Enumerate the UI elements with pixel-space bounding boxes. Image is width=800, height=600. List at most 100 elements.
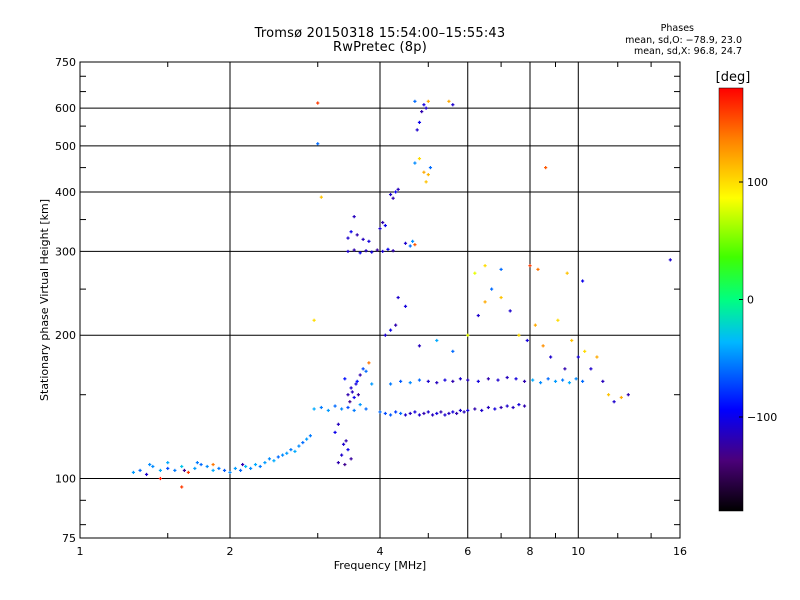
data-point — [386, 247, 390, 251]
data-point — [343, 462, 347, 467]
data-point — [241, 462, 245, 467]
data-point — [447, 411, 451, 416]
plot-frame — [79, 61, 681, 539]
data-point — [574, 377, 578, 381]
x-tick-label: 4 — [377, 545, 384, 558]
data-point — [417, 378, 422, 382]
data-point — [233, 466, 237, 471]
data-point — [333, 404, 337, 408]
data-point — [367, 239, 371, 243]
data-point — [435, 411, 439, 416]
data-point — [173, 468, 177, 473]
data-point — [426, 99, 430, 103]
data-point — [522, 404, 527, 408]
y-axis-label: Stationary phase Virtual Height [km] — [38, 199, 51, 401]
data-point — [455, 411, 459, 416]
data-point — [517, 402, 521, 407]
data-point — [473, 407, 477, 411]
data-point — [341, 442, 346, 446]
data-point — [565, 271, 569, 275]
data-point — [364, 407, 368, 411]
data-point — [422, 103, 426, 107]
y-tick-label: 200 — [55, 329, 76, 342]
data-point — [413, 410, 417, 414]
data-point — [205, 464, 209, 469]
data-point — [430, 413, 435, 417]
data-point — [462, 410, 466, 414]
y-tick-label: 300 — [55, 245, 76, 258]
data-point — [426, 173, 430, 177]
data-point — [316, 101, 320, 105]
data-point — [349, 457, 353, 461]
data-point — [388, 382, 393, 386]
data-point — [525, 338, 529, 343]
data-point — [381, 249, 385, 254]
data-point — [346, 448, 350, 452]
data-point — [408, 244, 412, 248]
data-point — [486, 405, 490, 410]
data-point — [144, 472, 149, 477]
data-point — [276, 455, 280, 459]
data-point — [158, 468, 163, 473]
data-point — [348, 400, 352, 404]
data-point — [413, 161, 417, 165]
data-point — [422, 170, 426, 174]
data-point — [195, 461, 199, 465]
data-point — [531, 378, 535, 382]
data-point — [451, 410, 455, 414]
data-point — [388, 413, 393, 417]
data-point — [180, 485, 184, 489]
data-point — [576, 355, 580, 359]
data-point — [301, 440, 305, 445]
data-point — [522, 379, 527, 383]
y-tick-label: 75 — [62, 532, 76, 545]
data-point — [517, 333, 521, 337]
data-point — [417, 157, 422, 161]
data-point — [253, 462, 258, 467]
data-point — [476, 379, 480, 383]
data-point — [451, 379, 455, 383]
data-point — [211, 468, 215, 473]
data-point — [528, 264, 532, 268]
data-point — [346, 405, 350, 410]
data-point — [180, 464, 184, 469]
x-tick-label: 16 — [673, 545, 687, 558]
x-axis-label: Frequency [MHz] — [334, 559, 426, 572]
data-point — [483, 300, 487, 304]
data-point — [391, 196, 395, 200]
data-point — [131, 470, 136, 475]
colorbar-tick-label: −100 — [747, 411, 777, 424]
x-tick-label: 8 — [527, 545, 534, 558]
data-point — [417, 413, 422, 417]
data-point — [612, 400, 616, 404]
data-point — [352, 395, 356, 400]
y-tick-label: 750 — [55, 56, 76, 69]
data-point — [244, 464, 248, 469]
data-point — [595, 355, 599, 359]
data-point — [420, 110, 424, 114]
data-point — [358, 402, 362, 407]
data-point — [381, 220, 385, 225]
data-point — [305, 437, 309, 441]
data-point — [399, 379, 403, 383]
data-point — [435, 381, 439, 385]
data-point — [151, 464, 155, 469]
data-point — [466, 408, 470, 413]
data-point — [319, 195, 323, 199]
data-point — [222, 468, 227, 473]
data-point — [383, 333, 387, 337]
data-point — [378, 410, 382, 414]
data-point — [601, 379, 605, 383]
data-point — [199, 462, 203, 467]
data-point — [417, 344, 422, 348]
data-point — [356, 393, 360, 397]
data-point — [211, 462, 215, 467]
data-point — [458, 408, 463, 413]
data-point — [408, 381, 412, 385]
data-point — [186, 470, 190, 475]
data-point — [439, 410, 443, 414]
data-point — [424, 106, 428, 110]
data-point — [413, 243, 417, 247]
data-point — [546, 377, 550, 381]
